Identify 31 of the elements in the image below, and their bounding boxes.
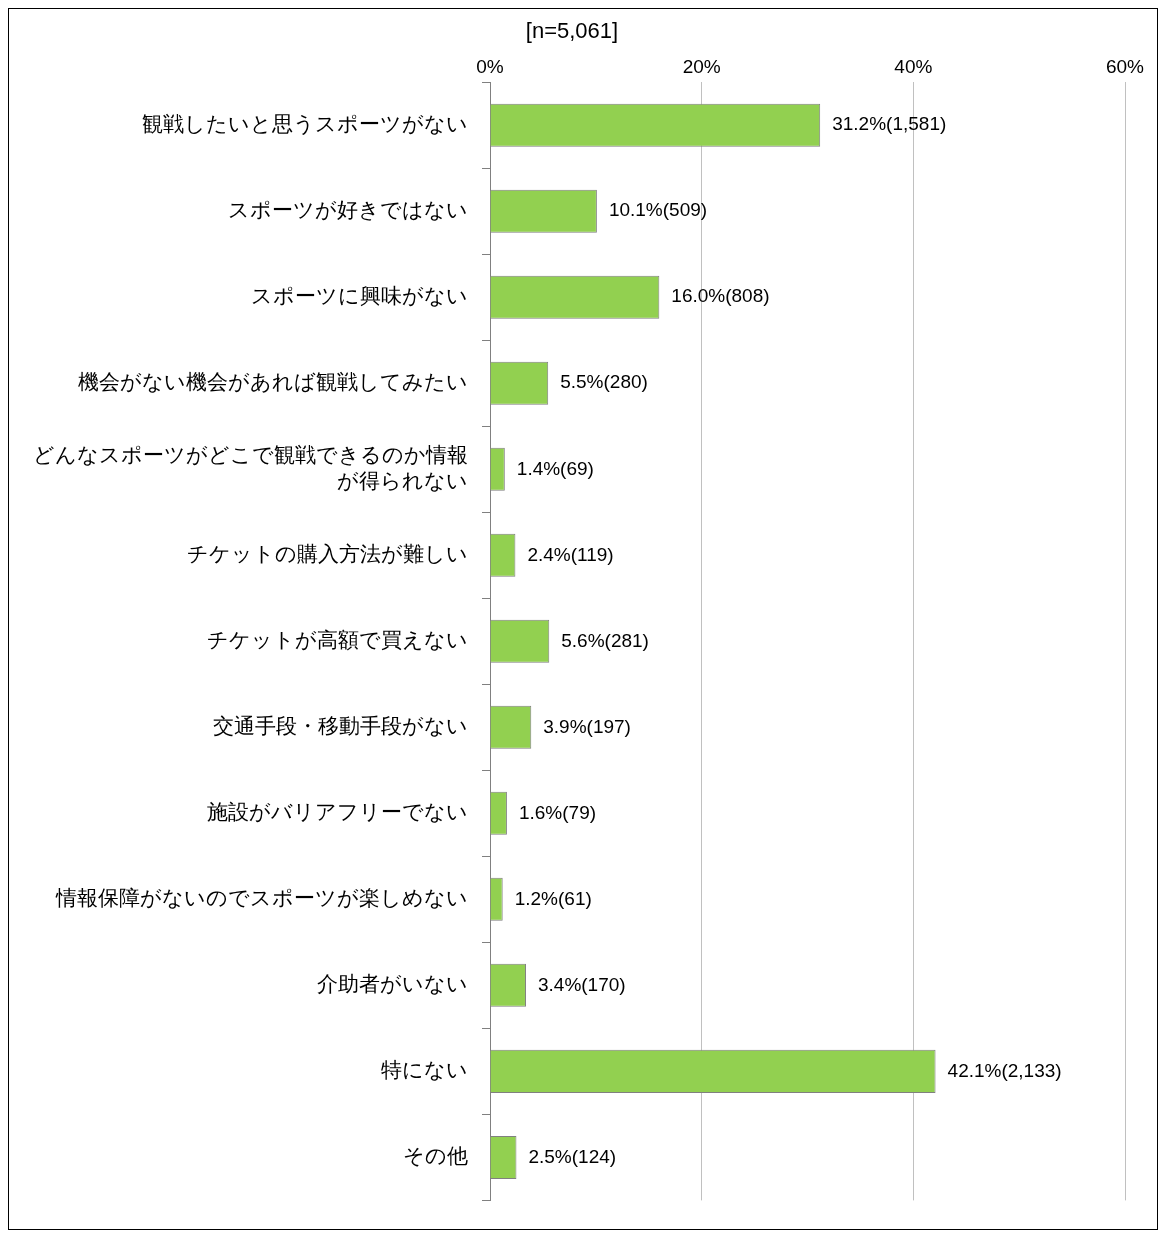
data-label: 1.6%(79) xyxy=(518,801,597,823)
y-tick-label: 交通手段・移動手段がない xyxy=(213,714,468,738)
x-tick-label: 0% xyxy=(476,56,504,78)
data-label: 2.5%(124) xyxy=(528,1145,617,1167)
data-label: 3.4%(170) xyxy=(537,973,626,995)
data-label: 5.6%(281) xyxy=(561,629,649,651)
data-label: 16.0%(808) xyxy=(671,285,770,307)
data-label: 3.9%(197) xyxy=(543,715,631,737)
data-label: 31.2%(1,581) xyxy=(832,113,947,135)
x-tick-label: 20% xyxy=(682,56,721,78)
y-tick-label: 機会がない機会があれば観戦してみたい xyxy=(78,370,468,394)
y-tick-label: 介助者がいない xyxy=(317,972,468,996)
data-label: 2.4%(119) xyxy=(527,543,614,565)
y-tick-label: チケットの購入方法が難しい xyxy=(187,542,468,566)
x-tick-label: 60% xyxy=(1105,56,1145,78)
y-tick-label: その他 xyxy=(403,1144,468,1168)
data-label: 42.1%(2,133) xyxy=(947,1059,1062,1081)
y-tick-label: チケットが高額で買えない xyxy=(207,628,468,652)
y-tick-label: 施設がバリアフリーでない xyxy=(207,800,468,824)
data-label: 1.2%(61) xyxy=(514,887,592,909)
x-tick-label: 40% xyxy=(894,56,933,78)
data-label: 5.5%(280) xyxy=(560,371,648,393)
y-tick-label: 観戦したいと思うスポーツがない xyxy=(142,112,468,135)
y-tick-label: どんなスポーツがどこで観戦できるのか情報が得られない xyxy=(33,443,468,492)
y-tick-label: スポーツが好きではない xyxy=(228,198,468,222)
y-tick-label: 情報保障がないのでスポーツが楽しめない xyxy=(55,886,468,910)
data-label: 10.1%(509) xyxy=(608,199,708,221)
data-label: 1.4%(69) xyxy=(516,457,594,479)
y-tick-label: スポーツに興味がない xyxy=(251,284,468,308)
chart-title: [n=5,061] xyxy=(525,18,619,44)
y-tick-label: 特にない xyxy=(381,1058,468,1082)
